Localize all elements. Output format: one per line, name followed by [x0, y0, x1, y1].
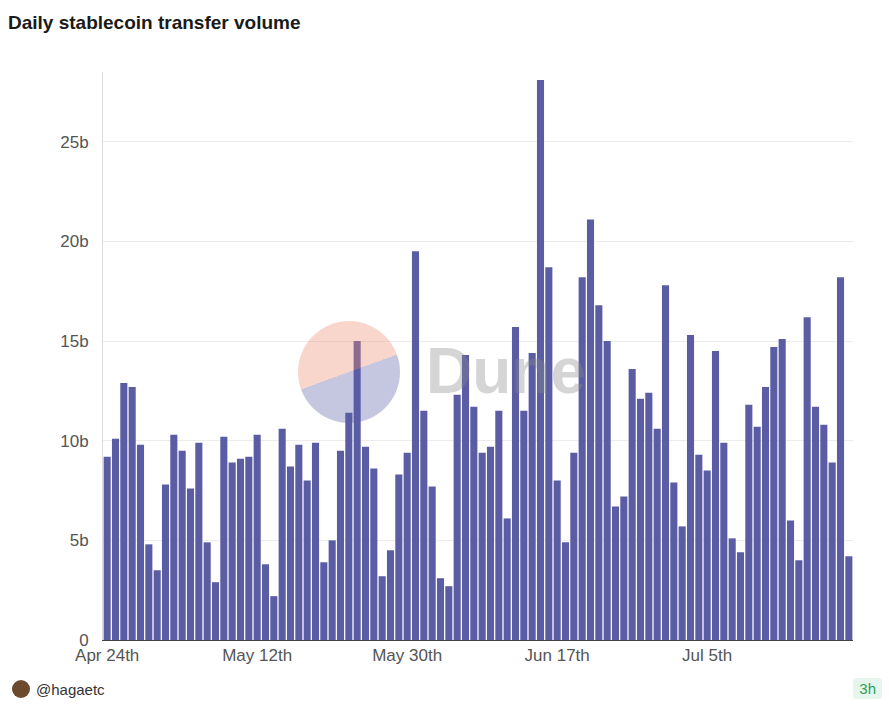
svg-text:15b: 15b	[60, 332, 88, 351]
svg-text:20b: 20b	[60, 232, 88, 251]
html-text:@hagaetc: @hagaetc	[36, 680, 105, 698]
svg-text:0: 0	[79, 631, 88, 650]
svg-text:25b: 25b	[60, 133, 88, 152]
svg-text:5b: 5b	[70, 531, 89, 550]
html-text:3h: 3h	[859, 680, 876, 697]
svg-text:10b: 10b	[60, 432, 88, 451]
svg-text:Apr 24th: Apr 24th	[75, 646, 139, 665]
svg-text:May 12th: May 12th	[222, 646, 292, 665]
html-text:Daily stablecoin transfer volu: Daily stablecoin transfer volume	[8, 12, 301, 33]
svg-text:Jun 17th: Jun 17th	[525, 646, 590, 665]
svg-text:May 30th: May 30th	[372, 646, 442, 665]
html-text:Dune: Dune	[426, 335, 586, 407]
svg-text:Jul 5th: Jul 5th	[682, 646, 732, 665]
